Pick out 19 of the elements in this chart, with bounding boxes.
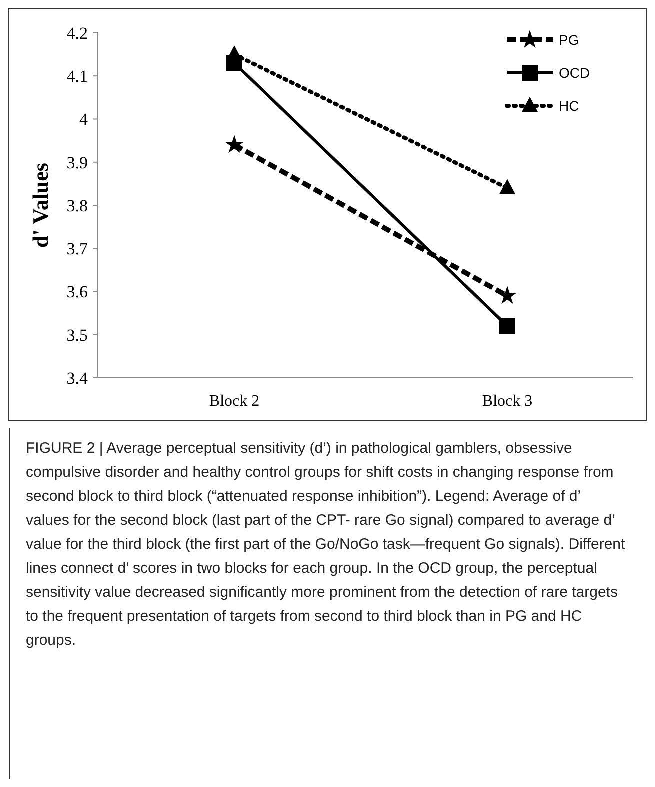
point xyxy=(225,135,244,154)
x-tick-label: Block 3 xyxy=(482,393,533,410)
y-tick-label: 3.7 xyxy=(66,240,88,259)
y-tick-label: 3.9 xyxy=(66,153,88,172)
y-tick-label: 4.2 xyxy=(66,24,88,43)
point xyxy=(498,286,517,304)
y-axis-title: d' Values xyxy=(28,162,53,248)
y-tick-label: 3.5 xyxy=(66,326,88,345)
text: FIGURE 2 | Average perceptual sensitivity (d’) in pathological gamblers, obsessive compulsive disorder and healthy control groups for shift costs in changing response from second block to third block (“attenuated response inhibition”). Legend: Average of d’ values for the second block (last part of the CPT- rare Go signal) compared to average d’ value for the third block (the first part of the Go/NoGo task—frequent Go signals). Different lines connect d’ scores in two blocks for each group. In the OCD group, the perceptual sensitivity value decreased significantly more prominent from the detection of rare targets to the frequent presentation of targets from second to third block than in PG and HC groups. xyxy=(26,440,626,649)
legend-label: HC xyxy=(559,98,580,114)
legend-label: OCD xyxy=(559,64,590,81)
legend-label: PG xyxy=(559,32,580,48)
y-tick-label: 3.8 xyxy=(66,196,88,216)
point xyxy=(500,318,516,334)
y-tick-label: 4.1 xyxy=(66,67,88,86)
y-tick-label: 3.6 xyxy=(66,282,88,302)
x-tick-label: Block 2 xyxy=(209,393,260,410)
y-tick-label: 3.4 xyxy=(66,368,88,388)
y-tick-label: 4 xyxy=(80,110,88,130)
